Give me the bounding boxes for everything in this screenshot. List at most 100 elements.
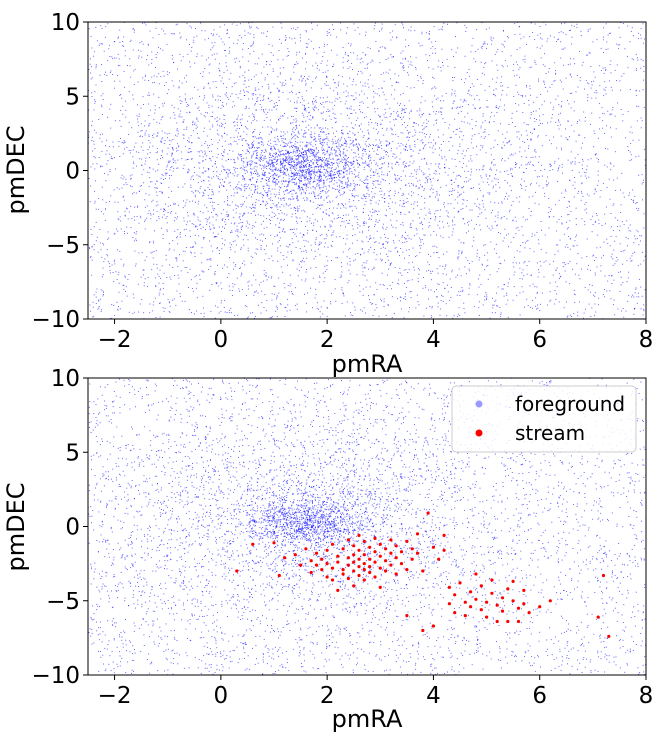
foreground-point: [167, 205, 169, 207]
foreground-point: [223, 209, 225, 211]
foreground-point: [107, 255, 109, 257]
foreground-point: [118, 219, 120, 221]
foreground-point: [242, 178, 244, 180]
foreground-point: [241, 138, 243, 140]
foreground-point: [262, 150, 264, 152]
foreground-point: [616, 257, 618, 258]
foreground-point: [427, 179, 429, 180]
foreground-point: [563, 197, 565, 198]
foreground-point: [310, 137, 312, 139]
foreground-point: [96, 236, 98, 238]
foreground-point: [561, 149, 563, 151]
foreground-point: [283, 159, 285, 161]
foreground-point: [282, 138, 284, 140]
foreground-point: [102, 199, 104, 201]
foreground-point: [534, 39, 536, 41]
foreground-point: [609, 80, 610, 82]
foreground-point: [301, 187, 302, 189]
foreground-point: [213, 53, 215, 55]
foreground-point: [117, 37, 119, 39]
foreground-point: [172, 147, 174, 149]
foreground-point: [208, 37, 209, 39]
foreground-point: [172, 148, 174, 150]
foreground-point: [577, 311, 579, 313]
foreground-point: [201, 262, 203, 264]
foreground-point: [162, 49, 164, 51]
foreground-point: [309, 217, 311, 219]
foreground-point: [269, 223, 271, 225]
foreground-point: [445, 274, 447, 276]
foreground-point: [387, 256, 389, 257]
foreground-point: [454, 90, 456, 92]
foreground-point: [448, 194, 450, 196]
foreground-point: [254, 190, 255, 192]
foreground-point: [316, 179, 318, 181]
foreground-point: [175, 162, 177, 164]
foreground-point: [281, 27, 283, 29]
foreground-point: [287, 117, 289, 119]
foreground-point: [152, 240, 154, 242]
foreground-point: [233, 217, 235, 219]
foreground-point: [229, 50, 230, 52]
foreground-point: [491, 60, 493, 62]
foreground-point: [258, 199, 260, 201]
foreground-point: [294, 174, 296, 176]
foreground-point: [632, 139, 634, 141]
foreground-point: [381, 174, 383, 176]
foreground-point: [388, 191, 390, 193]
foreground-point: [113, 261, 115, 263]
foreground-point: [344, 155, 346, 157]
foreground-point: [306, 157, 308, 159]
foreground-point: [561, 23, 562, 25]
foreground-point: [378, 50, 379, 52]
foreground-point: [89, 58, 91, 60]
foreground-point: [332, 66, 333, 68]
foreground-point: [324, 43, 325, 45]
foreground-point: [547, 184, 549, 186]
foreground-point: [161, 28, 163, 30]
foreground-point: [216, 283, 217, 285]
foreground-point: [120, 220, 122, 222]
foreground-point: [140, 146, 142, 148]
foreground-point: [144, 259, 146, 261]
foreground-point: [292, 152, 294, 154]
foreground-point: [300, 174, 302, 176]
foreground-point: [391, 129, 393, 131]
foreground-point: [409, 112, 411, 114]
foreground-point: [349, 273, 351, 275]
foreground-point: [543, 261, 545, 263]
foreground-point: [103, 244, 105, 246]
foreground-point: [331, 212, 333, 214]
foreground-point: [527, 124, 529, 126]
foreground-point: [315, 96, 317, 98]
foreground-point: [171, 166, 173, 167]
foreground-point: [210, 258, 212, 260]
foreground-point: [200, 186, 202, 187]
foreground-point: [484, 254, 486, 256]
foreground-point: [290, 283, 292, 285]
foreground-point: [295, 134, 297, 136]
foreground-point: [549, 291, 551, 293]
foreground-point: [233, 169, 235, 171]
foreground-point: [383, 285, 385, 286]
foreground-point: [385, 241, 387, 242]
foreground-point: [643, 260, 645, 262]
foreground-point: [454, 199, 456, 201]
foreground-point: [266, 245, 267, 247]
foreground-point: [272, 162, 274, 163]
foreground-point: [351, 127, 353, 129]
foreground-point: [530, 112, 532, 113]
foreground-point: [313, 48, 314, 50]
foreground-point: [369, 170, 371, 172]
foreground-point: [644, 289, 646, 291]
foreground-point: [330, 181, 332, 183]
foreground-point: [209, 289, 211, 291]
foreground-point: [565, 77, 567, 79]
foreground-point: [276, 206, 278, 208]
foreground-point: [165, 259, 167, 261]
foreground-point: [106, 139, 108, 141]
foreground-point: [362, 294, 364, 296]
foreground-point: [397, 282, 399, 284]
foreground-point: [305, 120, 307, 122]
foreground-point: [101, 43, 103, 45]
